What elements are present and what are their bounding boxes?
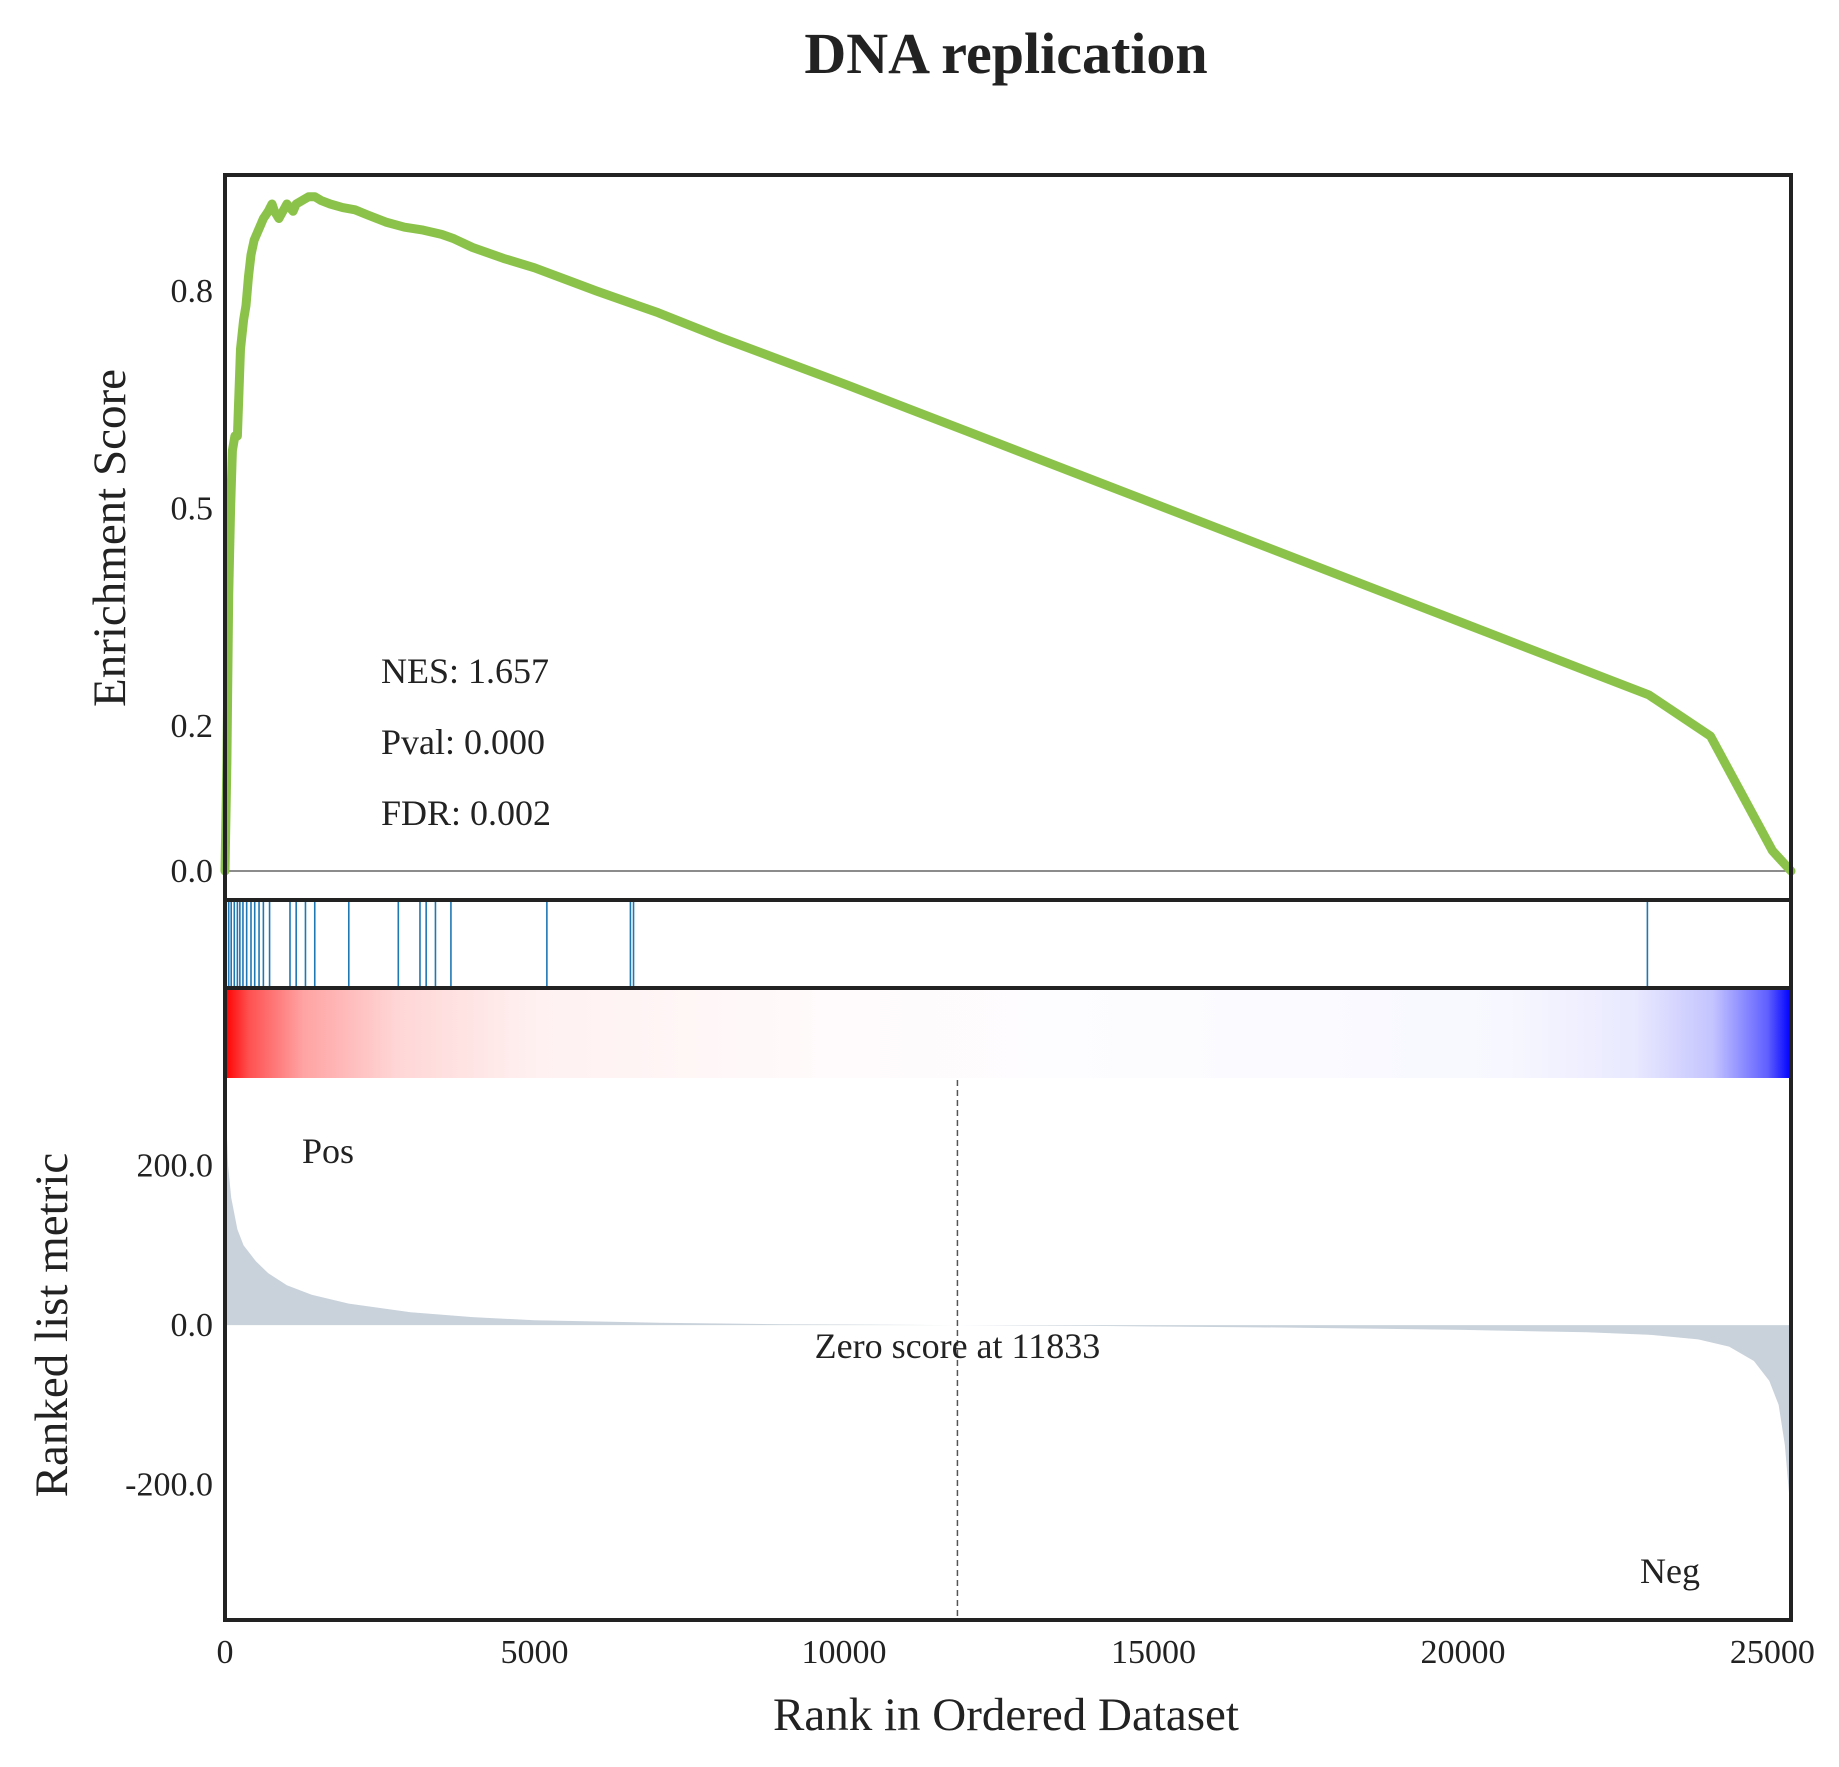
- gene-hit-marks: [225, 902, 1649, 986]
- es-y-ticks: 0.0 0.2 0.5 0.8: [171, 273, 214, 890]
- rank-y-axis-label: Ranked list metric: [26, 1153, 78, 1498]
- es-stat-text: NES: 1.657: [381, 651, 549, 691]
- rank-y-ticks: 200.0 0.0 -200.0: [125, 1148, 213, 1504]
- es-stat-annotations: NES: 1.657 Pval: 0.000 FDR: 0.002: [381, 651, 551, 833]
- es-panel: 0.0 0.2 0.5 0.8 NES: 1.657 Pval: 0.000 FDR: 0…: [84, 173, 1796, 902]
- neg-label: Neg: [1640, 1551, 1700, 1591]
- x-tick-label: 20000: [1420, 1634, 1505, 1671]
- ranked-metric-area: [225, 1086, 1791, 1517]
- x-tick-label: 25000: [1730, 1634, 1815, 1671]
- rank-heatbar-panel: [225, 988, 1791, 1078]
- x-tick-label: 10000: [801, 1634, 886, 1671]
- es-curve-series: [220, 192, 1796, 876]
- es-y-axis-label: Enrichment Score: [84, 369, 136, 707]
- chart-title: DNA replication: [804, 21, 1207, 86]
- x-ticks: 0 5000 10000 15000 20000 25000: [217, 1634, 1815, 1671]
- hits-panel: [223, 898, 1793, 990]
- es-y-tick-label: 0.5: [171, 491, 214, 528]
- es-y-tick-label: 0.2: [171, 708, 214, 745]
- rank-y-tick-label: 200.0: [137, 1148, 214, 1185]
- es-stat-text: Pval: 0.000: [381, 722, 545, 762]
- rank-panel: Zero score at 11833 Pos Neg 200.0 0.0 -200…: [26, 1080, 1815, 1741]
- rank-heatbar: [225, 988, 1791, 1078]
- es-y-tick-label: 0.0: [171, 853, 214, 890]
- es-stat-text: FDR: 0.002: [381, 793, 551, 833]
- rank-y-tick-label: 0.0: [171, 1307, 214, 1344]
- es-y-tick-label: 0.8: [171, 273, 214, 310]
- rank-panel-frame: [223, 986, 1793, 1622]
- zero-score-label: Zero score at 11833: [815, 1326, 1101, 1366]
- rank-y-tick-label: -200.0: [125, 1467, 213, 1504]
- x-tick-label: 0: [217, 1634, 234, 1671]
- x-axis-label: Rank in Ordered Dataset: [773, 1689, 1239, 1741]
- x-tick-label: 15000: [1111, 1634, 1196, 1671]
- hits-panel-frame: [223, 898, 1793, 990]
- pos-label: Pos: [302, 1131, 354, 1171]
- es-panel-frame: [223, 173, 1793, 902]
- x-tick-label: 5000: [500, 1634, 568, 1671]
